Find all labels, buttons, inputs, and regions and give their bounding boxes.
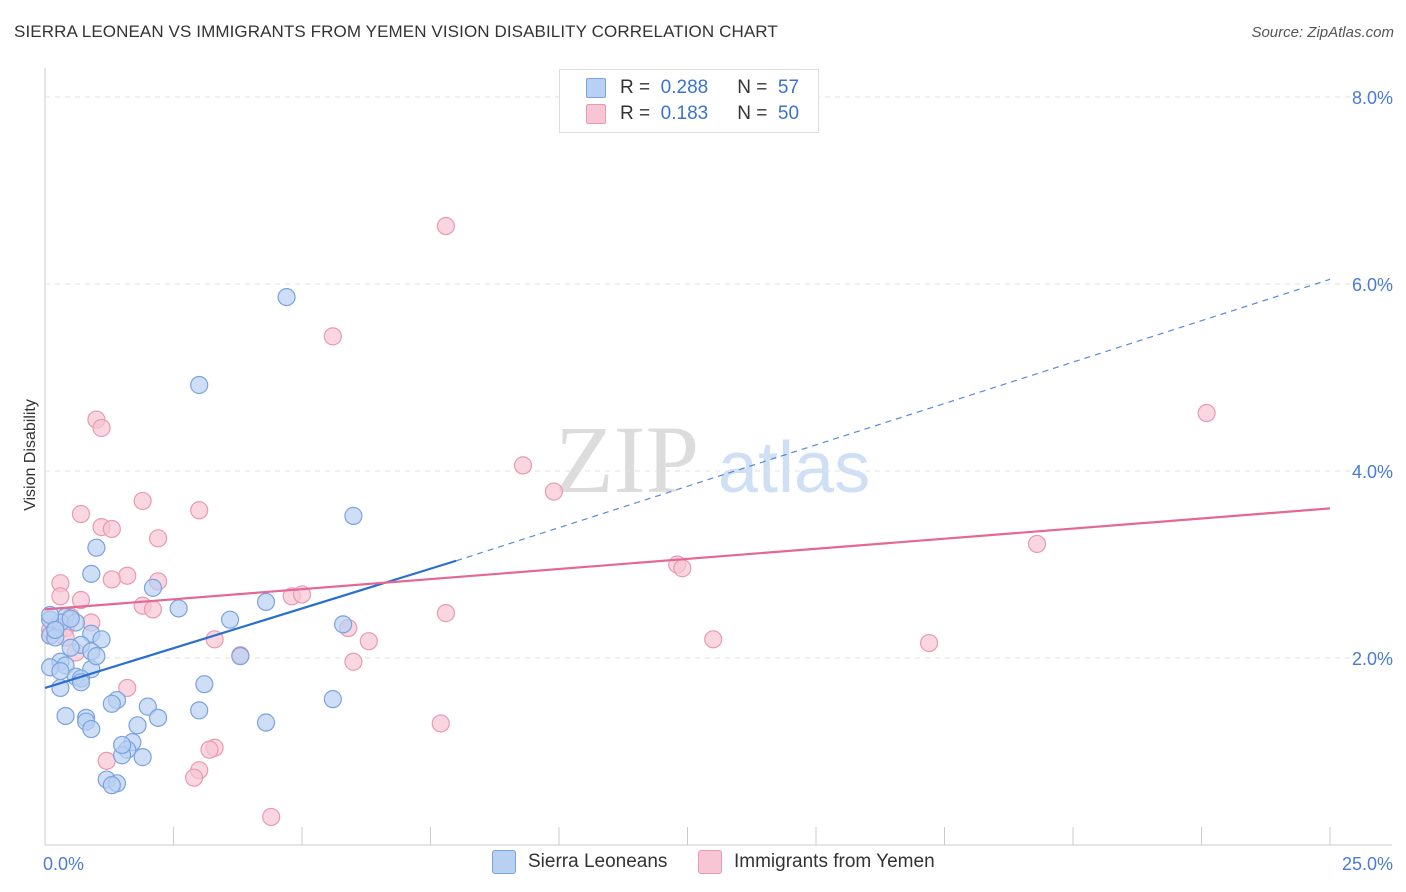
yemen-point: [200, 740, 219, 759]
legend-r-label: R =: [620, 103, 651, 124]
bottom-legend-sierra-leoneans: Sierra Leoneans: [492, 850, 667, 874]
sierra-leonean-point: [190, 375, 209, 395]
watermark-zip: ZIP: [555, 406, 699, 513]
yemen-point: [262, 807, 281, 827]
x-tick-label: 0.0%: [43, 854, 84, 874]
source-label: Source: ZipAtlas.com: [1251, 24, 1394, 41]
chart-title: SIERRA LEONEAN VS IMMIGRANTS FROM YEMEN …: [14, 22, 778, 41]
trendlines: [44, 278, 1331, 689]
legend-swatch-blue: [586, 78, 606, 98]
sierra-leonean-point: [61, 638, 80, 657]
yemen-point: [71, 504, 91, 524]
sierra-leonean-point: [195, 675, 214, 694]
legend-row-yemen: R = 0.183 N = 50: [586, 102, 799, 126]
yemen-point: [436, 216, 456, 236]
sierra-leonean-point: [82, 564, 101, 583]
yemen-point: [184, 768, 204, 787]
legend-n-label: N =: [737, 103, 768, 124]
yemen-point: [344, 652, 363, 671]
legend-n-value: 57: [777, 77, 800, 98]
bottom-legend-yemen: Immigrants from Yemen: [698, 850, 935, 874]
stats-legend: R = 0.288 N = 57 R = 0.183 N = 50: [559, 69, 819, 133]
yemen-point: [673, 559, 692, 578]
legend-swatch-pink: [586, 104, 606, 124]
bottom-legend-swatch-pink: [698, 850, 722, 874]
legend-r-label: R =: [620, 77, 651, 98]
yemen-point: [431, 714, 450, 733]
yemen-trendline: [44, 507, 1331, 611]
yemen-point: [323, 327, 342, 346]
sierra-leonean-point: [51, 661, 70, 681]
bottom-legend-label: Immigrants from Yemen: [734, 851, 935, 872]
yemen-point: [118, 566, 137, 585]
yemen-point: [133, 491, 152, 511]
yemen-point: [51, 587, 70, 606]
yemen-point: [359, 632, 378, 651]
sierra-leonean-point: [82, 719, 101, 739]
bottom-legend-label: Sierra Leoneans: [528, 851, 668, 872]
sierra-leonean-point: [323, 690, 342, 709]
sierra-leonean-point: [102, 694, 121, 713]
y-tick-label: 4.0%: [1352, 462, 1393, 482]
legend-r-value: 0.288: [660, 77, 709, 98]
yemen-point: [71, 590, 91, 610]
yemen-point: [1027, 534, 1047, 554]
sierra-leonean-point: [87, 647, 106, 666]
sierra-leonean-point: [344, 506, 363, 525]
sierra-leonean-point: [277, 287, 296, 307]
watermark-atlas: atlas: [718, 428, 870, 508]
legend-r-value: 0.183: [660, 103, 709, 124]
yemen-point: [190, 501, 209, 520]
sierra-leonean-point: [138, 697, 157, 716]
y-tick-label: 2.0%: [1352, 649, 1393, 669]
yemen-point: [436, 604, 456, 623]
y-tick-labels: 2.0% 4.0% 6.0% 8.0%: [1352, 88, 1393, 669]
legend-n-label: N =: [737, 77, 768, 98]
y-tick-label: 8.0%: [1352, 88, 1393, 108]
sierra-leonean-point: [133, 748, 152, 767]
points: [41, 216, 1216, 827]
yemen-point: [118, 678, 137, 698]
sierra-leonean-point: [56, 706, 75, 726]
sierra-leonean-point: [231, 647, 250, 666]
x-ticks: [44, 827, 1331, 845]
yemen-point: [1197, 403, 1216, 423]
yemen-point: [102, 570, 121, 589]
sierra-leonean-point: [169, 599, 188, 618]
yemen-point: [513, 456, 533, 475]
gridlines: [45, 96, 1392, 659]
sierra-leonean-point: [128, 716, 147, 735]
sierra-leonean-point: [256, 713, 276, 732]
sierra-leonean-point: [102, 776, 121, 795]
yemen-point: [544, 482, 563, 501]
sierra-leonean-point: [61, 609, 80, 628]
sierra-leonean-point: [148, 708, 168, 727]
sierra-leonean-point: [143, 578, 163, 597]
x-tick-labels: 0.0% 25.0%: [43, 854, 1393, 874]
yemen-point: [148, 529, 168, 548]
sierra-leonean-point: [87, 538, 106, 557]
y-tick-label: 6.0%: [1352, 275, 1393, 295]
legend-n-value: 50: [777, 103, 800, 124]
yemen-point: [143, 600, 163, 619]
sierra-leonean-point: [220, 610, 240, 629]
sierra-leonean-point: [112, 735, 132, 755]
sierra-leonean-point: [256, 592, 276, 612]
axes: [44, 68, 1392, 846]
yemen-point: [92, 418, 111, 438]
legend-row-sierra-leoneans: R = 0.288 N = 57: [586, 76, 799, 100]
bottom-legend-swatch-blue: [492, 850, 516, 874]
y-axis-label: Vision Disability: [22, 399, 39, 511]
sierra-leonean-point: [92, 630, 111, 649]
sierra-leonean-point: [334, 615, 353, 634]
yemen-point: [919, 633, 939, 653]
yemen-point: [102, 519, 121, 539]
sierra-leonean-point: [190, 701, 209, 720]
x-tick-label: 25.0%: [1342, 854, 1393, 874]
sierra-leonean-point: [46, 620, 65, 640]
yemen-point: [97, 751, 116, 770]
yemen-point: [704, 630, 723, 649]
